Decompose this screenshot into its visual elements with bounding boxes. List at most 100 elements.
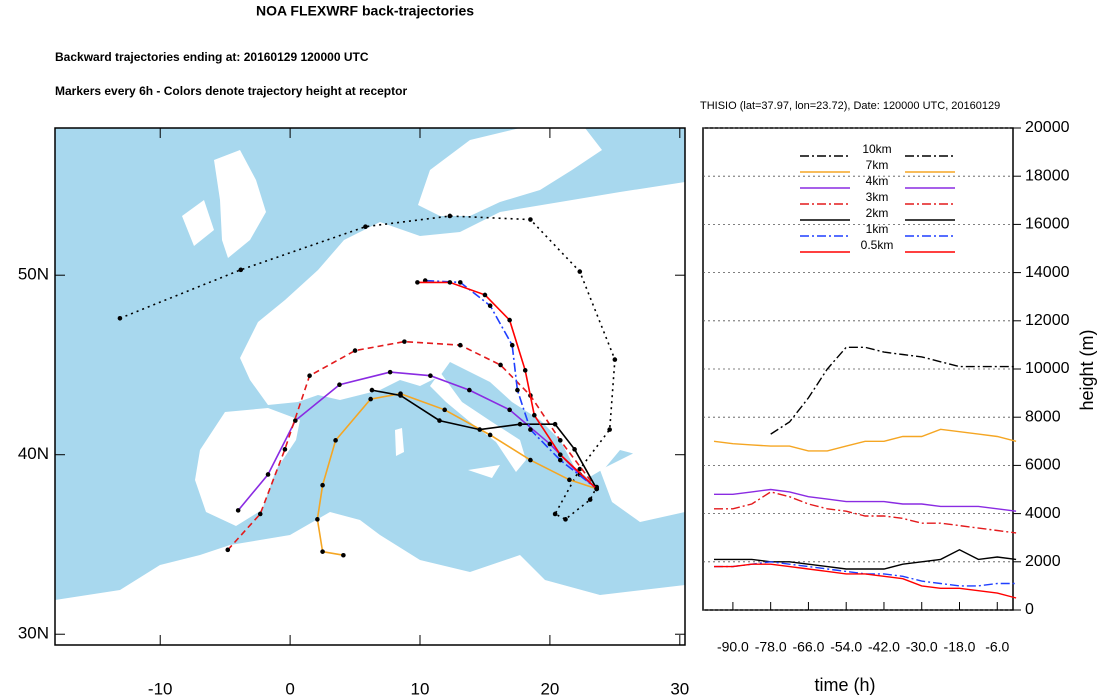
- trajectory-marker: [333, 438, 338, 443]
- x-axis-label: time (h): [814, 675, 875, 695]
- trajectory-marker: [428, 373, 433, 379]
- y-tick-label: 30N: [18, 624, 49, 643]
- trajectory-marker: [307, 373, 312, 379]
- trajectory-marker: [522, 368, 528, 373]
- trajectory-marker: [498, 362, 503, 368]
- legend-label: 7km: [866, 158, 889, 172]
- trajectory-marker: [320, 549, 325, 554]
- y-tick-label: 14000: [1025, 264, 1070, 281]
- plot-title: THISIO (lat=37.97, lon=23.72), Date: 120…: [700, 100, 1000, 112]
- x-tick-label: -6.0: [985, 639, 1009, 655]
- trajectory-marker: [265, 472, 271, 477]
- y-tick-label: 50N: [18, 265, 49, 284]
- y-tick-label: 2000: [1025, 553, 1061, 570]
- x-tick-label: 30: [670, 679, 689, 698]
- trajectory-marker: [477, 427, 483, 432]
- trajectory-marker: [225, 547, 231, 553]
- series-line: [714, 488, 1017, 512]
- trajectory-line: [425, 279, 598, 490]
- trajectory-marker: [457, 280, 463, 285]
- map-background: [55, 128, 685, 645]
- trajectory-marker: [577, 466, 583, 472]
- y-tick-label: 18000: [1025, 167, 1070, 184]
- trajectory-marker: [507, 317, 512, 323]
- y-tick-label: 12000: [1025, 312, 1070, 329]
- x-tick-label: 10: [411, 679, 430, 698]
- series-line: [770, 346, 1017, 435]
- trajectory-marker: [507, 407, 512, 413]
- trajectory-marker: [587, 497, 593, 502]
- x-tick-label: -30.0: [906, 639, 938, 655]
- y-tick-label: 6000: [1025, 457, 1061, 474]
- legend-label: 0.5km: [861, 238, 894, 252]
- trajectory-line: [227, 340, 598, 551]
- trajectory-marker: [572, 447, 577, 452]
- y-tick-label: 8000: [1025, 408, 1061, 425]
- x-tick-label: -66.0: [792, 639, 824, 655]
- trajectory-marker: [117, 315, 123, 321]
- series-line: [714, 491, 1017, 534]
- subtitle: Backward trajectories ending at: 2016012…: [55, 50, 369, 64]
- trajectory-line: [371, 389, 598, 490]
- trajectory-marker: [482, 292, 488, 298]
- trajectory-marker: [547, 441, 553, 447]
- trajectory-marker: [320, 482, 325, 488]
- map-frame: [54, 127, 686, 646]
- trajectory-marker: [315, 517, 320, 522]
- x-tick-label: -90.0: [717, 639, 749, 655]
- series-line: [714, 563, 1017, 599]
- x-tick-label: -54.0: [830, 639, 862, 655]
- y-tick-label: 16000: [1025, 216, 1070, 233]
- y-axis-label: height (m): [1077, 329, 1097, 410]
- trajectory-marker: [282, 447, 288, 452]
- trajectory-marker: [257, 511, 263, 517]
- trajectory-marker: [398, 393, 403, 398]
- trajectory-line: [417, 281, 598, 490]
- trajectory-marker: [442, 407, 447, 413]
- y-tick-label: 4000: [1025, 505, 1061, 522]
- legend-label: 4km: [866, 174, 889, 188]
- x-tick-label: 20: [540, 679, 559, 698]
- trajectory-marker: [369, 387, 375, 393]
- trajectory-marker: [415, 280, 420, 285]
- trajectory-marker: [487, 303, 493, 309]
- trajectory-marker: [352, 348, 358, 353]
- trajectory-marker: [447, 213, 453, 219]
- y-tick-label: 0: [1025, 601, 1034, 618]
- y-tick-label: 40N: [18, 444, 49, 463]
- trajectory-marker: [528, 217, 533, 222]
- trajectory-marker: [487, 432, 493, 438]
- trajectory-marker: [612, 357, 618, 362]
- legend-label: 1km: [866, 222, 889, 236]
- x-tick-label: 0: [285, 679, 294, 698]
- trajectory-marker: [368, 396, 373, 402]
- trajectory-marker: [337, 382, 342, 388]
- x-tick-label: -78.0: [755, 639, 787, 655]
- trajectory-marker: [515, 387, 520, 393]
- x-tick-label: -10: [148, 679, 173, 698]
- x-tick-label: -18.0: [944, 639, 976, 655]
- trajectory-marker: [509, 342, 515, 348]
- trajectory-marker: [363, 224, 368, 230]
- trajectory-marker: [607, 427, 612, 432]
- legend-label: 3km: [866, 190, 889, 204]
- series-line: [713, 428, 1017, 452]
- trajectory-marker: [557, 438, 563, 443]
- trajectory-marker: [437, 418, 442, 423]
- chart-title: NOA FLEXWRF back-trajectories: [256, 3, 474, 19]
- trajectory-marker: [557, 457, 563, 463]
- trajectory-marker: [341, 552, 346, 558]
- trajectory-marker: [577, 269, 583, 274]
- annotation: Markers every 6h - Colors denote traject…: [55, 84, 407, 98]
- trajectory-marker: [552, 421, 558, 427]
- trajectory-marker: [402, 339, 407, 344]
- trajectory-marker: [517, 421, 523, 427]
- trajectory-marker: [594, 486, 599, 492]
- series-line: [714, 549, 1017, 570]
- trajectory-marker: [528, 427, 533, 432]
- legend-label: 2km: [866, 206, 889, 220]
- trajectory-marker: [552, 511, 558, 517]
- trajectory-marker: [557, 452, 563, 458]
- trajectory-marker: [447, 280, 453, 285]
